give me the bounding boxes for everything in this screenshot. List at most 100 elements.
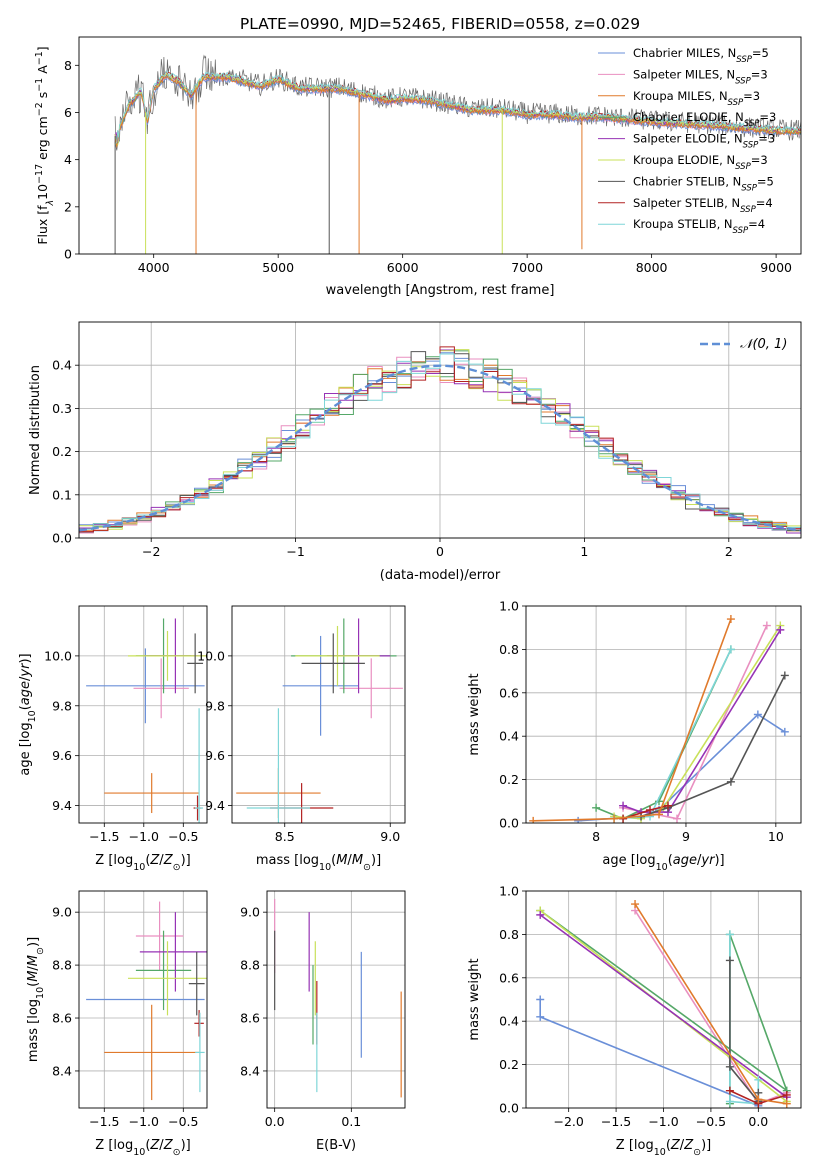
tick-label-x: −1.5	[89, 1114, 119, 1129]
tick-label-y: 0	[64, 247, 72, 262]
tick-label-x: 7000	[511, 260, 543, 275]
tick-label-y: 0.2	[499, 1057, 519, 1072]
spectrum-line	[114, 75, 801, 148]
label-part: λ	[45, 200, 56, 207]
legend-value: =4	[756, 196, 773, 210]
legend-text: Salpeter MILES, N	[633, 67, 735, 81]
spectrum-line	[114, 72, 801, 147]
errorbar-point	[127, 941, 207, 1016]
label-part: mass [log	[256, 853, 319, 868]
errorbar-point	[339, 658, 403, 719]
chart-spectrum: 4000 5000 6000 7000 8000 9000 0 2 4 6 8 Chabrier MI…	[34, 36, 802, 298]
y-axis-label: mass weight	[467, 673, 482, 755]
label-part: /	[159, 1138, 164, 1153]
weight-marker	[780, 727, 789, 736]
plot-area	[274, 898, 402, 1098]
label-part: (	[145, 1138, 150, 1153]
ticks: 0.0 0.1 8.4 8.6 8.8 9.0	[240, 905, 361, 1129]
legend-text: Salpeter STELIB, N	[633, 196, 740, 210]
x-axis-label: E(B-V)	[316, 1138, 356, 1153]
label-part: )]	[714, 853, 724, 868]
tick-label-y: 8.4	[240, 1063, 260, 1078]
label-part: −1	[34, 51, 45, 65]
ticks: −1.5 −1.0 −0.5 8.4 8.6 8.8 9.0	[52, 905, 198, 1129]
label-part: yr	[700, 853, 716, 868]
tick-label-x: 8.5	[275, 829, 295, 844]
tick-label-y: 6	[64, 105, 72, 120]
tick-label-y: 9.0	[52, 905, 72, 920]
tick-label-y: 8.8	[240, 958, 260, 973]
weight-marker	[780, 671, 789, 680]
weight-marker	[725, 930, 734, 939]
tick-label-x: −1.5	[89, 829, 119, 844]
tick-label-y: 9.4	[52, 798, 72, 813]
ticks: −2.0 −1.5 −1.0 −0.5 0.0 0.0 0.2 0.4 0.6 0.8 1.0	[499, 884, 768, 1130]
label-part: yr	[18, 662, 33, 678]
legend-sub: SSP	[743, 141, 759, 151]
weight-marker	[725, 1097, 734, 1106]
tick-label-y: 0.3	[52, 401, 72, 416]
ticks: −2 −1 0 1 2 0.0 0.1 0.2 0.3 0.4	[52, 358, 733, 559]
axes-frame	[266, 890, 406, 1109]
label-part: ⊙	[173, 862, 181, 873]
tick-label-y: 2	[64, 199, 72, 214]
legend-sub: SSP	[735, 162, 751, 172]
tick-label-y: 0.0	[499, 1101, 519, 1116]
weight-line	[622, 629, 781, 813]
y-axis-label: mass weight	[467, 958, 482, 1040]
weight-series	[592, 645, 735, 823]
legend-entry: Chabrier MILES, NSSP=5	[633, 46, 769, 65]
label-part: Z [log	[95, 853, 133, 868]
weight-marker	[631, 900, 640, 909]
tick-label-y: 1.0	[499, 884, 519, 899]
tick-label-y: 8	[64, 58, 72, 73]
label-part: A	[35, 65, 50, 78]
legend-entry: Salpeter ELODIE, NSSP=3	[633, 132, 775, 151]
legend-value: =3	[743, 89, 760, 103]
weight-line	[729, 934, 760, 1105]
label-part: Z [log	[616, 1138, 654, 1153]
tick-label-y: 9.8	[52, 698, 72, 713]
legend-text: Kroupa ELODIE, N	[633, 153, 735, 167]
legend-sub: SSP	[744, 119, 760, 129]
spectrum-line	[114, 75, 801, 144]
weight-marker	[726, 777, 735, 786]
tick-label-y: 8.8	[52, 958, 72, 973]
label-part: (	[145, 853, 150, 868]
tick-label-x: 5000	[262, 260, 294, 275]
tick-label-y: 0.1	[52, 487, 72, 502]
label-part: M	[336, 853, 347, 868]
legend-text: Chabrier ELODIE, N	[633, 110, 744, 124]
errorbar-point	[187, 633, 204, 694]
label-part: /	[26, 966, 41, 971]
label-part: Z	[670, 1138, 681, 1153]
chart-mass-vs-reddening: 0.0 0.1 8.4 8.6 8.8 9.0 E(B-V)	[240, 890, 406, 1153]
tick-label-y: 4	[64, 152, 72, 167]
weight-marker	[672, 814, 681, 823]
label-part: M	[26, 955, 41, 966]
weight-marker	[536, 910, 545, 919]
label-part: Flux [f	[35, 205, 50, 245]
plot-area	[529, 615, 789, 823]
label-part: mass [log	[26, 999, 41, 1062]
tick-label-x: 0.0	[748, 1114, 768, 1129]
figure-title: PLATE=0990, MJD=52465, FIBERID=0558, z=0…	[240, 15, 640, 33]
legend-sub: SSP	[740, 205, 756, 215]
plot-area	[114, 54, 801, 254]
tick-label-x: 9.0	[380, 829, 400, 844]
weight-marker	[536, 995, 545, 1004]
label-part: 10	[654, 1147, 666, 1158]
tick-label-x: −1.0	[129, 1114, 159, 1129]
label-part: )]	[701, 1138, 711, 1153]
y-axis-label: mass [log10(M/M⊙)]	[26, 937, 46, 1062]
y-axis-label: Flux [fλ10−17 erg cm−2 s−1 A−1]	[34, 46, 56, 244]
y-axis-label: Normed distribution	[28, 365, 43, 495]
tick-label-x: −1.0	[648, 1114, 678, 1129]
tick-label-x: 4000	[138, 260, 170, 275]
tick-label-y: 9.4	[205, 798, 225, 813]
gaussian-legend-label: 𝒩(0, 1)	[740, 337, 787, 352]
legend-value: =4	[748, 217, 765, 231]
label-part: (	[331, 853, 336, 868]
label-part: −17	[34, 164, 45, 184]
